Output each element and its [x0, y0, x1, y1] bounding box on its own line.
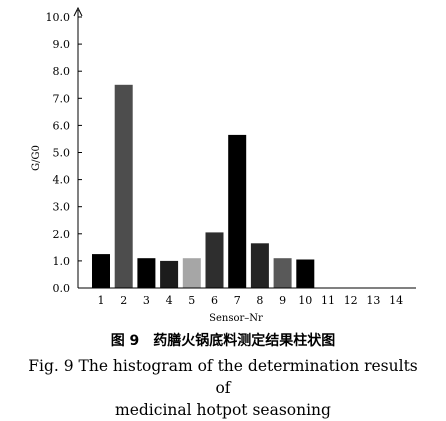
y-tick-label: 8.0	[53, 65, 71, 78]
x-tick-label: 4	[166, 294, 173, 307]
bar-sensor-9	[273, 258, 292, 288]
bar-sensor-2	[114, 84, 133, 289]
bar-sensor-1	[92, 254, 110, 288]
figure-caption-english: Fig. 9 The histogram of the determinatio…	[20, 355, 426, 421]
x-axis-title: Sensor–Nr	[209, 313, 263, 324]
bars-group	[92, 84, 315, 289]
y-tick-marks	[78, 16, 82, 289]
bar-sensor-8	[250, 243, 269, 288]
bar-sensor-7	[228, 134, 247, 288]
y-tick-label: 2.0	[53, 228, 71, 241]
y-tick-label: 9.0	[53, 38, 71, 51]
y-tick-label: 1.0	[53, 255, 71, 268]
figure-caption-chinese: 图 9 药膳火锅底料测定结果柱状图	[110, 333, 336, 349]
bar-sensor-3	[137, 258, 156, 288]
x-tick-label: 14	[389, 294, 403, 307]
x-tick-label: 12	[344, 294, 358, 307]
x-tick-label: 13	[366, 294, 380, 307]
x-tick-labels: 1 2 3 4 5 6 7 8 9 10 11 12 13 14	[98, 294, 404, 307]
x-tick-label: 7	[234, 294, 241, 307]
bar-sensor-4	[160, 260, 179, 288]
bar-sensor-5	[182, 258, 201, 288]
y-tick-label: 3.0	[53, 201, 71, 214]
x-tick-label: 11	[321, 294, 335, 307]
y-tick-label: 5.0	[53, 147, 71, 160]
y-tick-labels: 0.0 1.0 2.0 3.0 4.0 5.0 6.0 7.0 8.0 9.0 10.0	[46, 11, 71, 295]
x-tick-label: 1	[98, 294, 105, 307]
caption-en-line-2: medicinal hotpot seasoning	[115, 401, 331, 419]
caption-en-line-1: Fig. 9 The histogram of the determinatio…	[28, 357, 418, 397]
y-tick-label: 4.0	[53, 174, 71, 187]
x-tick-label: 5	[188, 294, 195, 307]
bar-sensor-10	[296, 259, 315, 288]
y-tick-label: 6.0	[53, 119, 71, 132]
y-axis-arrow	[73, 6, 83, 17]
bar-sensor-6	[205, 232, 224, 288]
x-tick-label: 3	[143, 294, 150, 307]
y-tick-label: 10.0	[46, 11, 71, 24]
x-tick-label: 8	[256, 294, 263, 307]
y-tick-label: 0.0	[53, 282, 71, 295]
x-tick-label: 10	[298, 294, 312, 307]
x-tick-label: 6	[211, 294, 218, 307]
y-tick-label: 7.0	[53, 92, 71, 105]
y-axis-title: G/G0	[31, 145, 42, 171]
x-tick-label: 2	[120, 294, 127, 307]
x-tick-label: 9	[279, 294, 286, 307]
